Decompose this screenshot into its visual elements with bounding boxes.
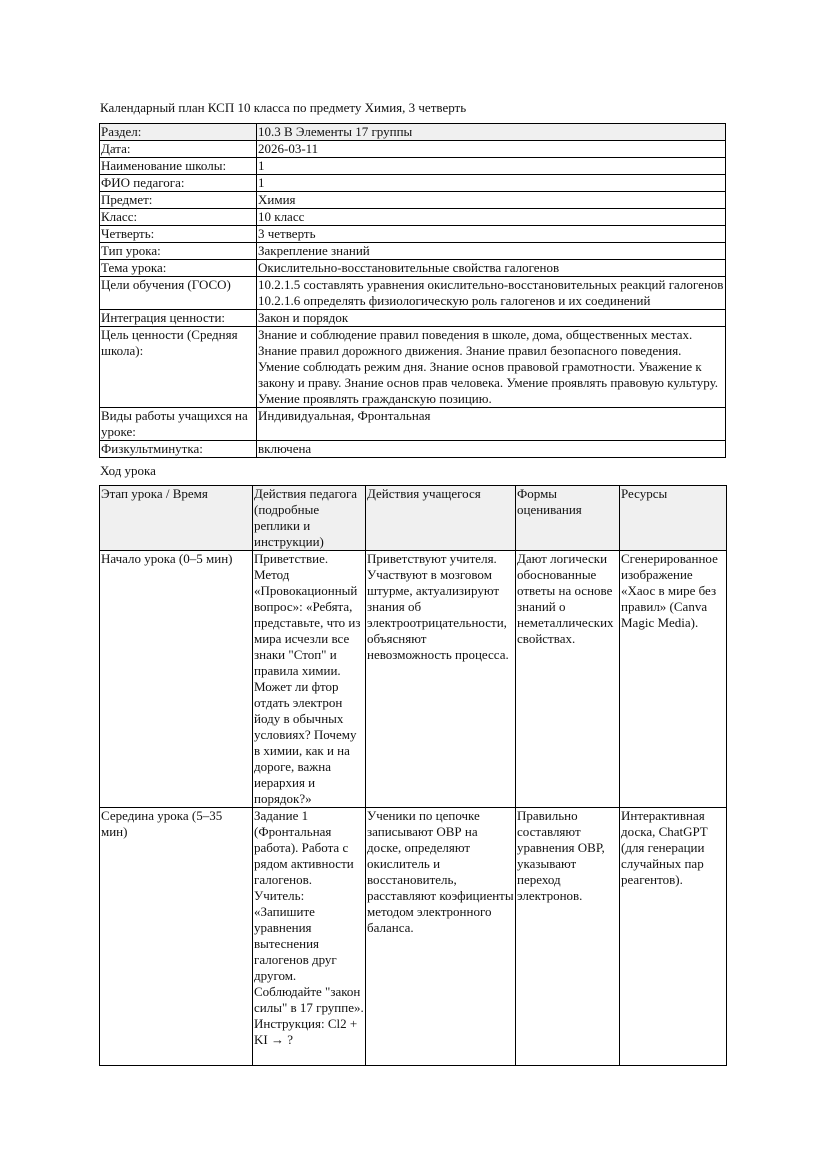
info-row: Дата: 2026-03-11 (99, 140, 726, 158)
table-cell: Правильно составляют уравнения ОВР, указ… (515, 807, 620, 1066)
info-row: ФИО педагога: 1 (99, 174, 726, 192)
column-header: Действия педагога (подробные реплики и и… (252, 485, 366, 551)
info-label: Виды работы учащихся на уроке: (99, 407, 257, 441)
column-header: Этап урока / Время (99, 485, 253, 551)
info-label: Цель ценности (Средняя школа): (99, 326, 257, 408)
info-label: Тема урока: (99, 259, 257, 277)
table-cell: Задание 1 (Фронтальная работа). Работа с… (252, 807, 366, 1066)
info-value: Индивидуальная, Фронтальная (256, 407, 726, 441)
info-label: Интеграция ценности: (99, 309, 257, 327)
table-cell: Интерактивная доска, ChatGPT (для генера… (619, 807, 727, 1066)
table-cell: Сгенерированное изображение «Хаос в мире… (619, 550, 727, 808)
info-row: Цель ценности (Средняя школа): Знание и с… (99, 326, 726, 408)
info-label: Наименование школы: (99, 157, 257, 175)
column-header: Формы оценивания (515, 485, 620, 551)
column-header: Ресурсы (619, 485, 727, 551)
info-row: Виды работы учащихся на уроке: Индивидуал… (99, 407, 726, 441)
info-row: Наименование школы: 1 (99, 157, 726, 175)
info-value: 1 (256, 157, 726, 175)
info-label: Цели обучения (ГОСО) (99, 276, 257, 310)
info-value: 10.2.1.5 составлять уравнения окислитель… (256, 276, 726, 310)
info-label: Четверть: (99, 225, 257, 243)
table-cell: Начало урока (0–5 мин) (99, 550, 253, 808)
info-label: Предмет: (99, 191, 257, 209)
info-value: 3 четверть (256, 225, 726, 243)
info-row: Физкультминутка: включена (99, 440, 726, 458)
table-row: Начало урока (0–5 мин) Приветствие. Метод… (99, 550, 727, 808)
info-value: 10.3 В Элементы 17 группы (256, 123, 726, 141)
info-label: Тип урока: (99, 242, 257, 260)
info-label: Раздел: (99, 123, 257, 141)
info-value: 10 класс (256, 208, 726, 226)
info-row: Тип урока: Закрепление знаний (99, 242, 726, 260)
table-cell: Середина урока (5–35 мин) (99, 807, 253, 1066)
info-row: Цели обучения (ГОСО) 10.2.1.5 составлять … (99, 276, 726, 310)
info-value: Закрепление знаний (256, 242, 726, 260)
table-cell: Ученики по цепочке записывают ОВР на дос… (365, 807, 516, 1066)
info-label: Физкультминутка: (99, 440, 257, 458)
info-value: включена (256, 440, 726, 458)
info-value: Химия (256, 191, 726, 209)
lesson-flow-title: Ход урока (100, 463, 156, 478)
info-row: Предмет: Химия (99, 191, 726, 209)
info-row: Интеграция ценности: Закон и порядок (99, 309, 726, 327)
info-label: ФИО педагога: (99, 174, 257, 192)
info-row: Тема урока: Окислительно-восстановительны… (99, 259, 726, 277)
info-value: 2026-03-11 (256, 140, 726, 158)
table-cell: Приветствие. Метод «Провокационный вопро… (252, 550, 366, 808)
info-value: Окислительно-восстановительные свойства … (256, 259, 726, 277)
table-cell: Приветствуют учителя. Участвуют в мозгов… (365, 550, 516, 808)
table-cell: Дают логически обоснованные ответы на ос… (515, 550, 620, 808)
info-row: Раздел: 10.3 В Элементы 17 группы (99, 123, 726, 141)
info-row: Четверть: 3 четверть (99, 225, 726, 243)
info-label: Дата: (99, 140, 257, 158)
table-row: Середина урока (5–35 мин) Задание 1 (Фрон… (99, 807, 727, 1066)
info-row: Класс: 10 класс (99, 208, 726, 226)
info-label: Класс: (99, 208, 257, 226)
info-value: Закон и порядок (256, 309, 726, 327)
info-value: 1 (256, 174, 726, 192)
page-title: Календарный план КСП 10 класса по предме… (100, 100, 467, 115)
column-header: Действия учащегося (365, 485, 516, 551)
lesson-info-table: Раздел: 10.3 В Элементы 17 группы Дата: 202… (99, 123, 726, 458)
header-row: Этап урока / Время Действия педагога (под… (99, 485, 727, 551)
lesson-flow-table: Этап урока / Время Действия педагога (под… (99, 485, 727, 1066)
info-value: Знание и соблюдение правил поведения в ш… (256, 326, 726, 408)
